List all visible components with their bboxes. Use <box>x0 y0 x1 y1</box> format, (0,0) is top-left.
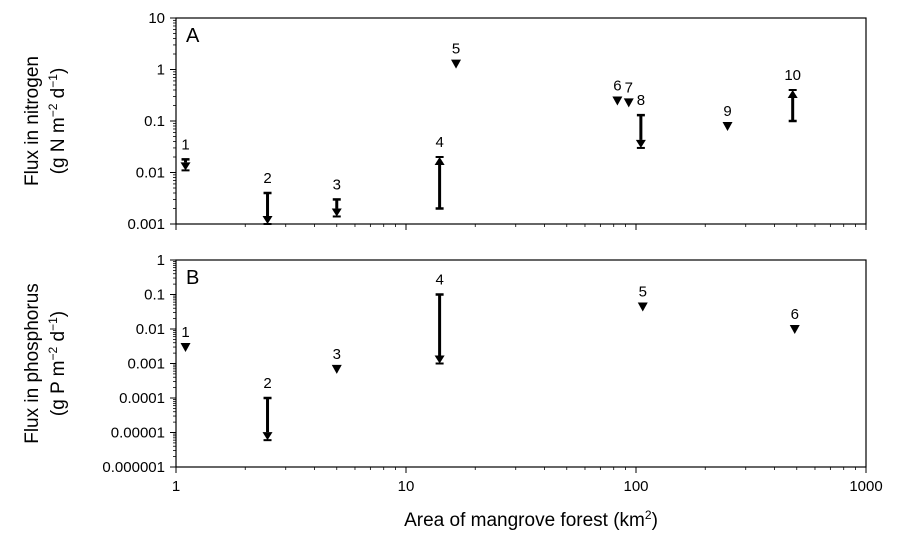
point-label: 10 <box>784 67 801 84</box>
data-marker <box>180 343 191 353</box>
range-arrowhead <box>180 162 191 171</box>
point-label: 3 <box>333 176 341 193</box>
y-tick-label: 0.001 <box>127 216 165 233</box>
point-label: 4 <box>435 134 443 151</box>
y-tick-label: 0.001 <box>127 356 165 373</box>
range-arrowhead <box>331 208 342 217</box>
data-marker <box>612 96 623 106</box>
data-marker <box>722 121 733 131</box>
point-label: 3 <box>333 346 341 363</box>
point-label: 1 <box>181 136 189 153</box>
point-label: 5 <box>639 283 647 300</box>
x-tick-label: 1 <box>172 478 180 495</box>
y-tick-label: 0.00001 <box>111 425 165 442</box>
y-axis-title-part: ) <box>48 311 69 317</box>
x-tick-label: 1000 <box>849 478 882 495</box>
point-label: 4 <box>435 272 443 289</box>
y-tick-label: 1 <box>157 252 165 269</box>
x-tick-label: 10 <box>398 478 415 495</box>
x-axis-title-end: ) <box>652 510 658 531</box>
y-tick-label: 10 <box>148 10 165 27</box>
plot-frame <box>175 17 867 225</box>
x-axis-title-text: Area of mangrove forest (km <box>404 510 645 531</box>
y-axis-title-line2: (g N m−2 d−1) <box>46 68 69 175</box>
point-label: 1 <box>181 324 189 341</box>
y-axis-title-part: (g N m <box>48 117 69 174</box>
x-axis-title: Area of mangrove forest (km2) <box>404 508 658 531</box>
data-marker <box>331 364 342 374</box>
point-label: 7 <box>625 79 633 96</box>
y-axis-title-part: d <box>48 88 69 104</box>
y-tick-label: 0.01 <box>136 321 165 338</box>
point-label: 6 <box>791 306 799 323</box>
y-axis-title-part: −2 <box>46 103 60 117</box>
range-arrowhead <box>635 139 646 148</box>
y-tick-label: 1 <box>157 62 165 79</box>
y-tick-label: 0.1 <box>144 113 165 130</box>
panel-label: B <box>186 267 199 289</box>
point-label: 8 <box>637 92 645 109</box>
panel-label: A <box>186 25 200 47</box>
point-label: 9 <box>723 103 731 120</box>
y-axis-title-part: ) <box>48 68 69 74</box>
point-label: 5 <box>452 41 460 58</box>
range-arrowhead <box>262 216 273 224</box>
panel-a-nitrogen: 0.001 0.01 0.1 1 10 A Flux in nitrogen (g N m−2… <box>22 10 867 233</box>
range-arrowhead <box>262 432 273 441</box>
panel-b-phosphorus: 0.000001 0.00001 0.0001 0.001 0.01 0.1 1 1 10 100… <box>22 252 883 495</box>
y-axis-title-line1: Flux in phosphorus <box>22 283 43 444</box>
data-marker <box>789 325 800 334</box>
y-axis-title-part: d <box>48 331 69 347</box>
x-tick-label: 100 <box>623 478 648 495</box>
y-axis-title-line2: (g P m−2 d−1) <box>46 311 69 416</box>
y-tick-label: 0.000001 <box>102 459 165 476</box>
range-arrowhead <box>434 156 445 165</box>
data-marker <box>623 98 634 108</box>
range-arrowhead <box>434 355 445 364</box>
data-marker <box>637 302 648 312</box>
point-label: 2 <box>263 375 271 392</box>
y-tick-label: 0.0001 <box>119 390 165 407</box>
y-axis-title-part: −1 <box>46 317 60 331</box>
x-axis-title-sup: 2 <box>645 508 652 522</box>
y-axis-title-line1: Flux in nitrogen <box>22 56 43 186</box>
point-label: 6 <box>613 78 621 95</box>
y-axis-title-part: −2 <box>46 346 60 360</box>
range-arrowhead <box>787 89 798 98</box>
y-tick-label: 0.1 <box>144 287 165 304</box>
y-axis-title-part: (g P m <box>48 360 69 416</box>
y-tick-label: 0.01 <box>136 165 165 182</box>
y-axis-title-part: −1 <box>46 74 60 88</box>
plot-frame <box>175 259 867 468</box>
point-label: 2 <box>263 170 271 187</box>
data-marker <box>451 59 462 69</box>
